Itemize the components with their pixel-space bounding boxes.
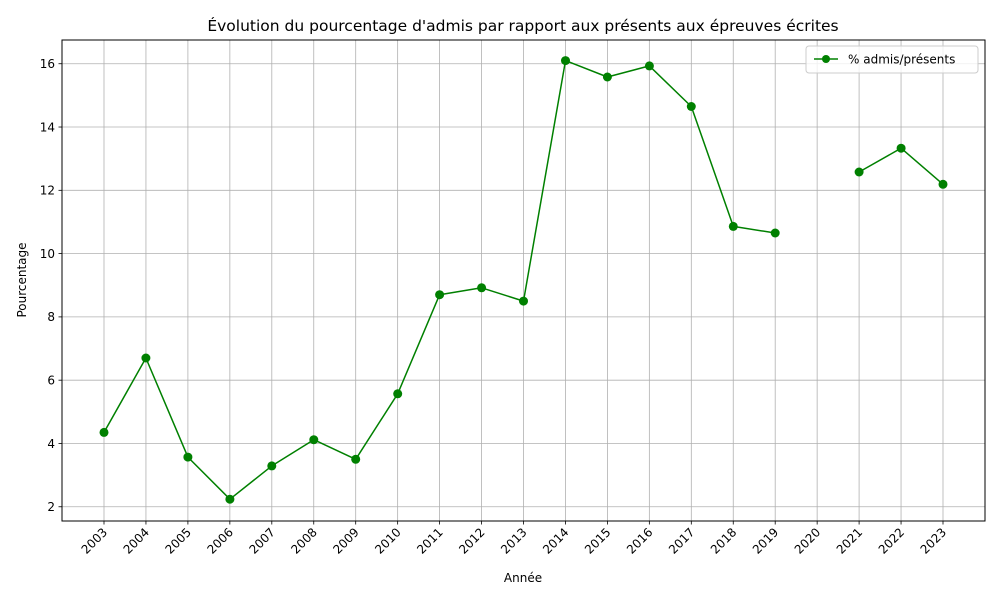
- data-point: [686, 102, 696, 111]
- data-point: [225, 494, 235, 504]
- y-tick-label: 10: [40, 247, 55, 261]
- legend: % admis/présents: [805, 45, 979, 74]
- series-layer: [99, 56, 948, 504]
- y-tick-label: 12: [40, 184, 55, 198]
- y-tick-label: 6: [47, 373, 55, 387]
- data-point: [519, 296, 528, 306]
- y-tick-label: 16: [40, 57, 55, 71]
- data-point: [351, 454, 361, 464]
- y-tick-label: 2: [47, 500, 55, 514]
- data-point: [854, 167, 864, 177]
- data-point: [602, 72, 612, 82]
- x-axis-title: Année: [504, 571, 542, 585]
- data-point: [938, 179, 948, 189]
- chart-title: Évolution du pourcentage d'admis par rap…: [207, 16, 838, 35]
- y-tick-label: 8: [47, 310, 55, 324]
- data-point: [141, 353, 151, 363]
- data-point: [435, 290, 445, 300]
- legend-marker-sample: [822, 55, 830, 63]
- data-point: [561, 56, 570, 66]
- legend-label: % admis/présents: [848, 53, 955, 67]
- y-axis: 2 4 6 8 10 12 14 16: [40, 57, 62, 514]
- data-point: [896, 143, 906, 153]
- data-point: [99, 427, 109, 437]
- y-tick-label: 14: [40, 120, 55, 134]
- data-point: [728, 221, 738, 231]
- data-point: [309, 435, 319, 445]
- data-point: [183, 452, 193, 462]
- data-point: [477, 283, 487, 293]
- data-point: [393, 389, 403, 399]
- legend-box: [805, 45, 979, 74]
- data-point: [267, 461, 277, 471]
- y-tick-label: 4: [47, 437, 55, 451]
- y-axis-title: Pourcentage: [15, 242, 29, 317]
- data-point: [644, 61, 654, 71]
- data-point: [770, 228, 780, 238]
